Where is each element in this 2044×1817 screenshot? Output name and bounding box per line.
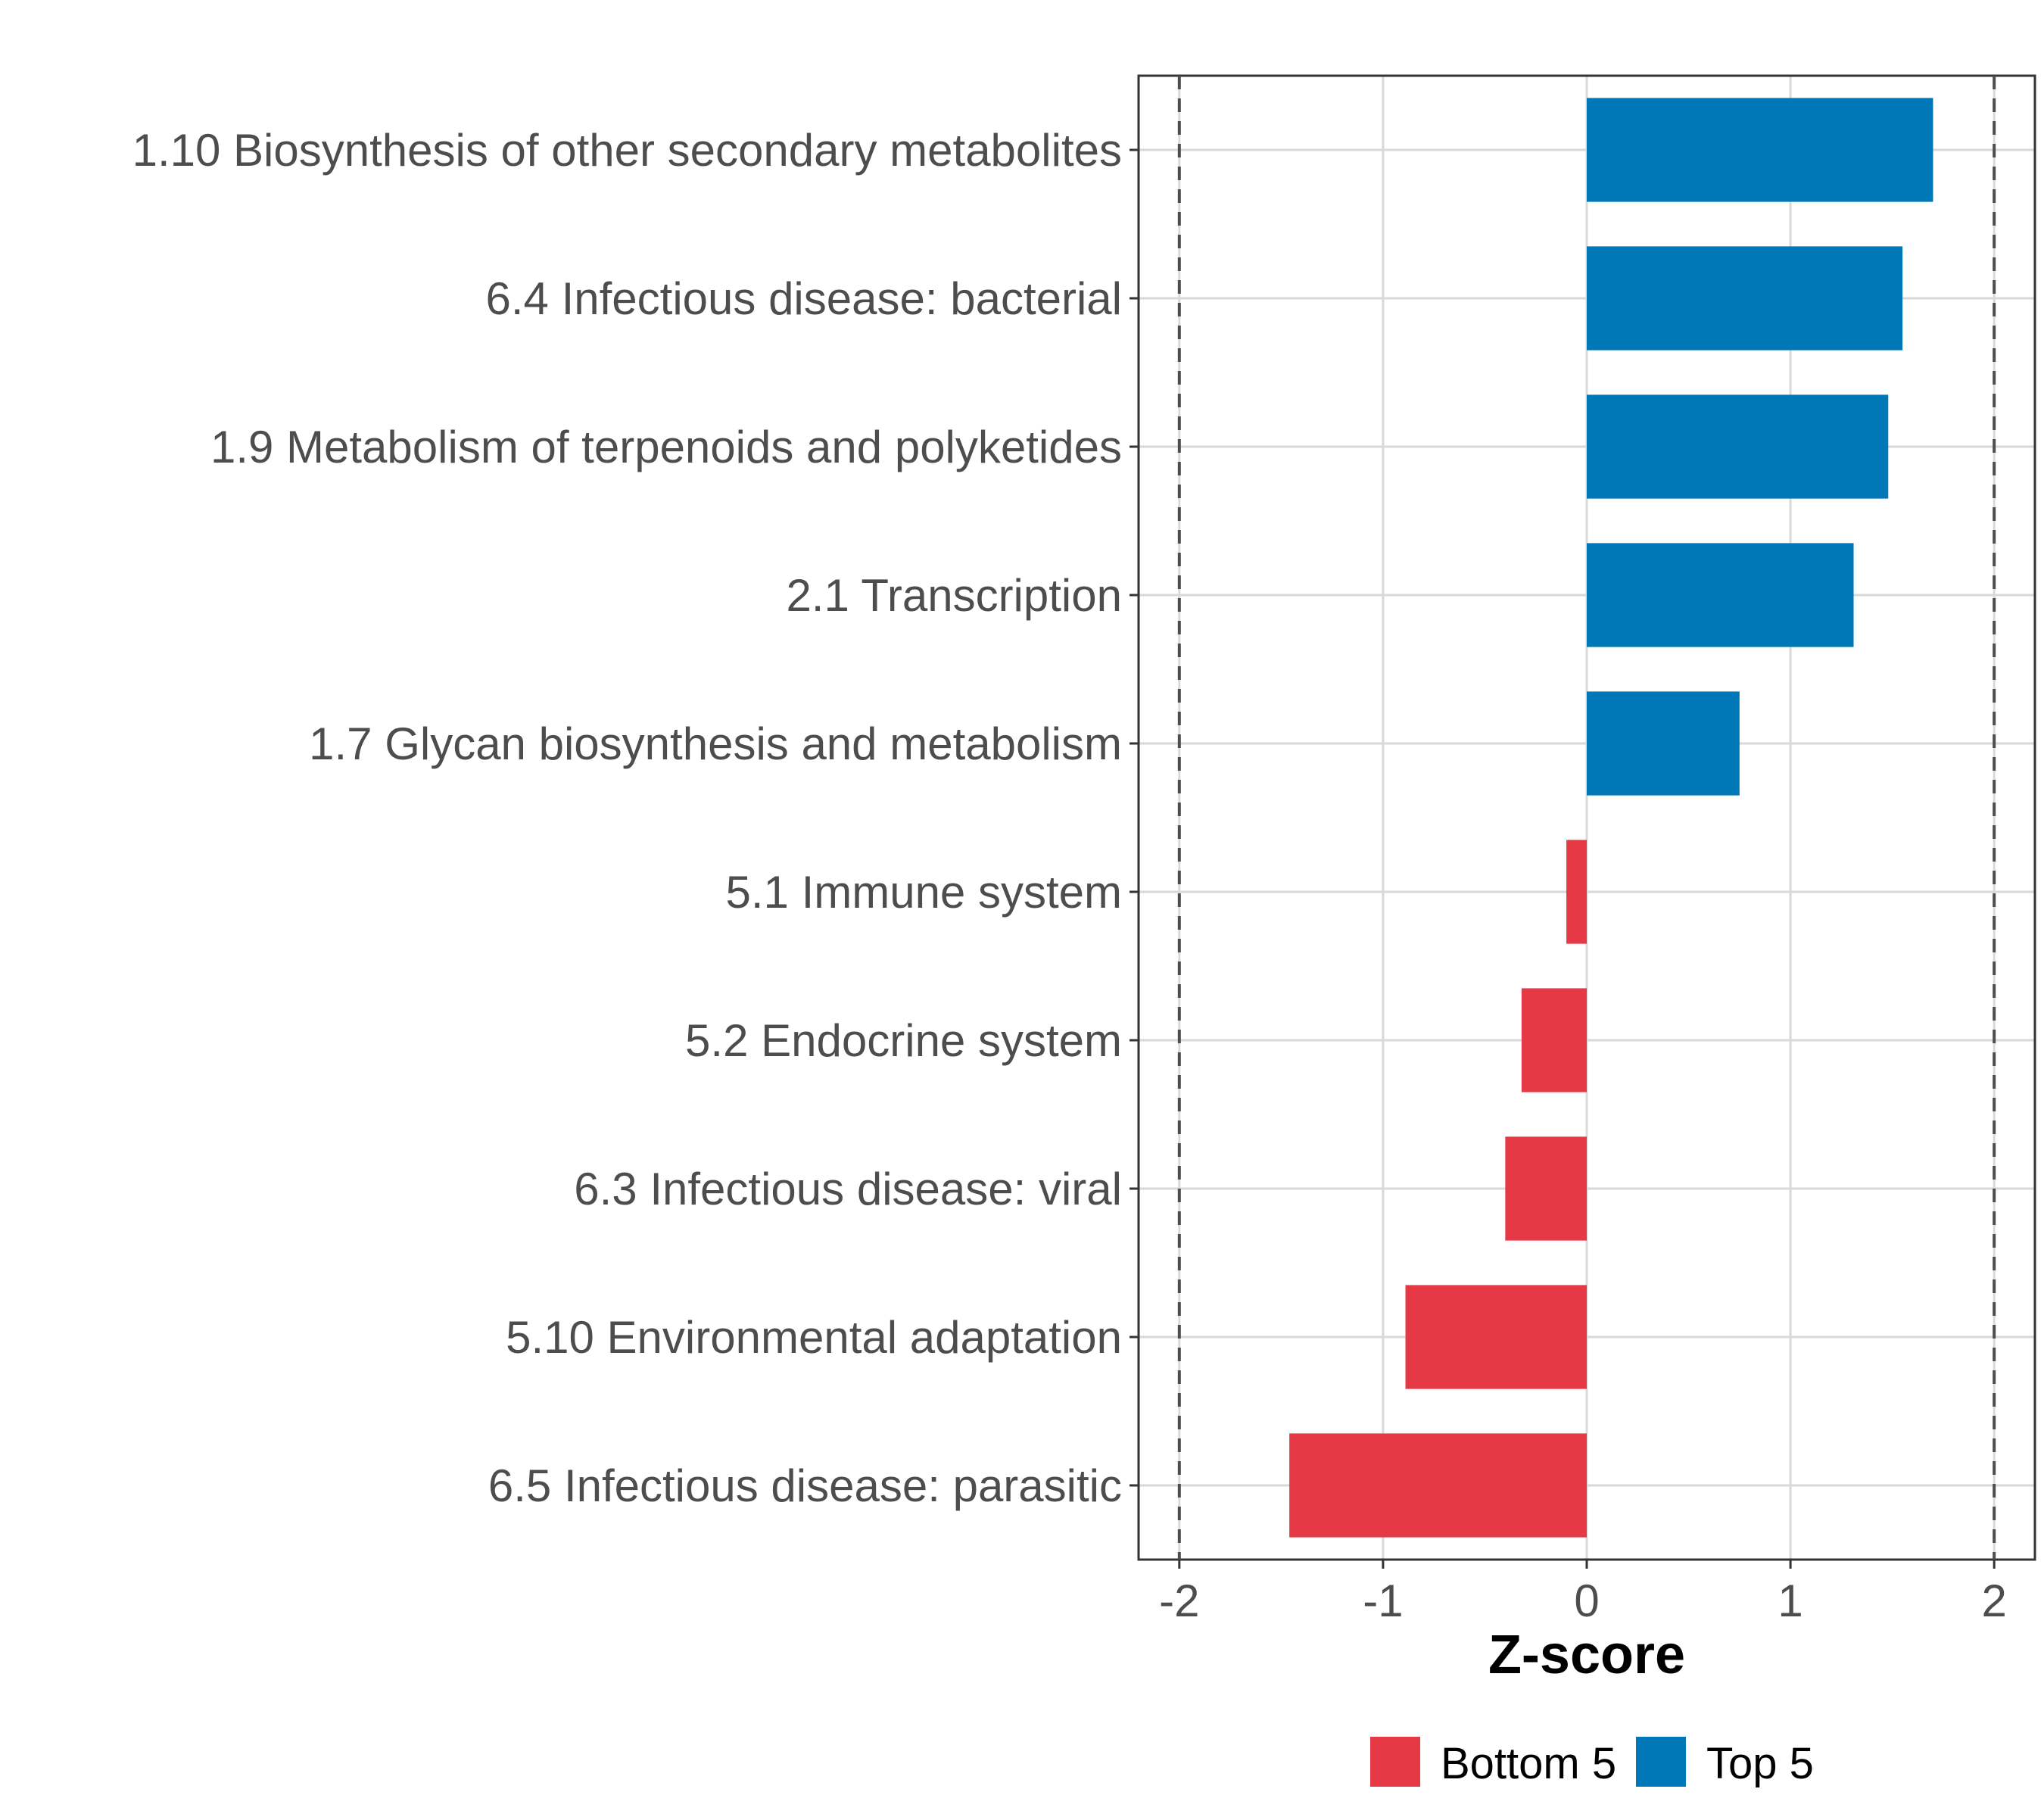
- bars: [1289, 98, 1933, 1538]
- x-tick-label: 0: [1574, 1575, 1599, 1626]
- legend-item: Top 5: [1636, 1737, 1814, 1788]
- y-tick-label: 5.10 Environmental adaptation: [506, 1312, 1122, 1363]
- reference-lines: [1177, 76, 1996, 1560]
- bar: [1587, 98, 1933, 202]
- bar: [1587, 543, 1854, 647]
- y-tick-label: 1.7 Glycan biosynthesis and metabolism: [309, 718, 1122, 769]
- y-tick-label: 5.2 Endocrine system: [685, 1015, 1122, 1066]
- bar: [1521, 988, 1587, 1092]
- y-tick-label: 1.10 Biosynthesis of other secondary met…: [132, 125, 1122, 176]
- x-axis: -2 -1 0 1 2: [1159, 1560, 2007, 1626]
- y-tick-label: 6.5 Infectious disease: parasitic: [488, 1460, 1122, 1511]
- legend: Bottom 5 Top 5: [1370, 1737, 1814, 1788]
- y-tick-label: 1.9 Metabolism of terpenoids and polyket…: [210, 422, 1122, 472]
- x-tick-label: -2: [1159, 1575, 1199, 1626]
- x-tick-label: 2: [1981, 1575, 2006, 1626]
- bar: [1587, 394, 1889, 499]
- legend-label: Top 5: [1706, 1739, 1814, 1788]
- legend-label: Bottom 5: [1441, 1739, 1616, 1788]
- x-axis-title: Z-score: [1488, 1625, 1685, 1685]
- bar: [1587, 691, 1740, 796]
- bar: [1405, 1285, 1587, 1389]
- legend-item: Bottom 5: [1370, 1737, 1616, 1788]
- y-tick-label: 6.3 Infectious disease: viral: [574, 1164, 1122, 1214]
- legend-swatch: [1636, 1737, 1686, 1787]
- legend-swatch: [1370, 1737, 1420, 1787]
- bar: [1566, 840, 1587, 944]
- y-axis: 1.10 Biosynthesis of other secondary met…: [132, 125, 1139, 1511]
- y-tick-label: 6.4 Infectious disease: bacterial: [486, 273, 1123, 324]
- bar: [1289, 1433, 1587, 1538]
- y-tick-label: 5.1 Immune system: [725, 867, 1122, 918]
- x-tick-label: 1: [1778, 1575, 1803, 1626]
- x-tick-label: -1: [1363, 1575, 1403, 1626]
- bar: [1505, 1136, 1587, 1241]
- bar: [1587, 246, 1903, 351]
- y-tick-label: 2.1 Transcription: [786, 570, 1122, 621]
